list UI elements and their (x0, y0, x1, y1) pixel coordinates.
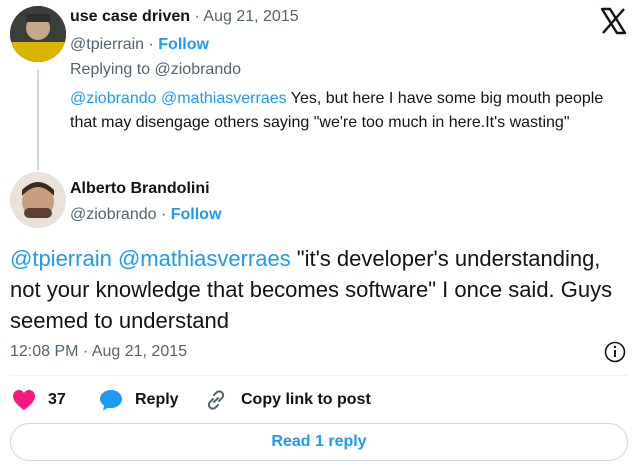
main-author-name[interactable]: Alberto Brandolini (70, 180, 210, 197)
reply-author-name[interactable]: use case driven (70, 8, 191, 25)
like-button[interactable]: 37 (12, 389, 66, 411)
reply-handle[interactable]: @tpierrain (70, 36, 145, 53)
reply-label: Reply (135, 391, 179, 408)
reply-mention-ziobrando[interactable]: @ziobrando (70, 90, 157, 107)
replying-to-label: Replying to (70, 61, 155, 78)
avatar-tpierrain[interactable] (10, 6, 66, 62)
main-follow-button[interactable]: Follow (170, 206, 222, 223)
avatar-image (10, 6, 66, 62)
read-replies-button[interactable]: Read 1 reply (10, 423, 628, 461)
main-body: "it's developer's understanding, not you… (10, 246, 613, 333)
reply-body: Yes, but here I have some big mouth peop… (70, 90, 604, 131)
main-mention-tpierrain[interactable]: @tpierrain (10, 246, 112, 271)
main-mention-mathiasverraes[interactable]: @mathiasverraes (117, 246, 291, 271)
reply-button[interactable]: Reply (99, 389, 179, 411)
reply-date-separator: · (190, 8, 204, 25)
link-icon (207, 390, 225, 410)
copy-link-button[interactable]: Copy link to post (205, 389, 371, 411)
avatar-ziobrando[interactable] (10, 172, 66, 228)
copy-link-label: Copy link to post (241, 391, 371, 408)
reply-date[interactable]: Aug 21, 2015 (203, 8, 299, 25)
reply-follow-button[interactable]: Follow (158, 36, 209, 53)
thread-connector-line (37, 70, 39, 170)
reply-tweet-text: @ziobrando @mathiasverraes Yes, but here… (70, 87, 630, 135)
heart-icon (13, 390, 35, 410)
avatar-image (10, 172, 66, 228)
replying-to-handle[interactable]: @ziobrando (154, 61, 242, 78)
main-tweet-text: @tpierrain @mathiasverraes "it's develop… (10, 243, 630, 336)
like-count: 37 (48, 391, 66, 408)
info-icon[interactable] (603, 340, 627, 364)
main-timestamp[interactable]: 12:08 PM · Aug 21, 2015 (10, 343, 188, 360)
reply-mention-mathiasverraes[interactable]: @mathiasverraes (160, 90, 287, 107)
x-logo-icon[interactable] (598, 6, 628, 36)
main-handle[interactable]: @ziobrando (70, 206, 157, 223)
read-replies-label: Read 1 reply (271, 433, 367, 450)
reply-bubble-icon (100, 390, 122, 411)
divider (10, 375, 628, 376)
